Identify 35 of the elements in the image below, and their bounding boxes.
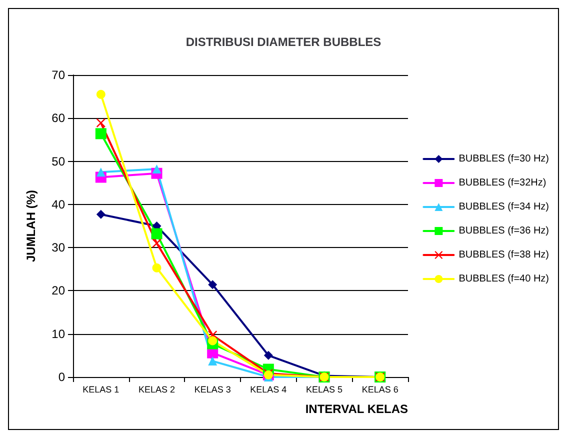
point: [264, 350, 273, 360]
legend-label: BUBBLES (f=34 Hz): [458, 202, 549, 212]
x-tick-label: KELAS 5: [306, 384, 343, 394]
point: [208, 336, 218, 346]
y-tick-label: 40: [52, 197, 66, 212]
x-tick-label: KELAS 1: [82, 384, 120, 394]
x-axis-title: INTERVAL KELAS: [305, 402, 408, 416]
x-tick-label: KELAS 4: [250, 384, 287, 394]
point: [208, 356, 218, 366]
y-tick-label: 10: [52, 326, 66, 341]
chart-title: DISTRIBUSI DIAMETER BUBBLES: [186, 35, 382, 49]
legend-label: BUBBLES (f=30 Hz): [458, 154, 549, 164]
point: [152, 263, 162, 272]
y-axis-title: JUMLAH (%): [24, 190, 38, 262]
point: [96, 118, 106, 128]
x-tick-label: KELAS 2: [138, 384, 176, 394]
y-tick-label: 70: [52, 68, 66, 82]
y-tick-label: 50: [52, 154, 66, 168]
point: [96, 90, 106, 99]
point: [95, 128, 106, 140]
point: [152, 164, 162, 174]
y-tick-label: 60: [52, 111, 66, 126]
y-tick-label: 30: [52, 240, 66, 255]
legend-label: BUBBLES (f=36 Hz): [458, 226, 549, 236]
y-tick-label: 0: [58, 370, 66, 384]
x-tick-label: KELAS 6: [362, 384, 398, 394]
legend-label: BUBBLES (f=38 Hz): [458, 250, 549, 260]
x-tick-label: KELAS 3: [194, 384, 231, 394]
legend-label: BUBBLES (f=32Hz): [458, 178, 546, 188]
legend-label: BUBBLES (f=40 Hz): [458, 274, 549, 284]
point: [151, 228, 162, 240]
point: [96, 168, 106, 177]
point: [96, 210, 106, 219]
point: [208, 280, 218, 290]
y-tick-label: 20: [52, 284, 66, 298]
